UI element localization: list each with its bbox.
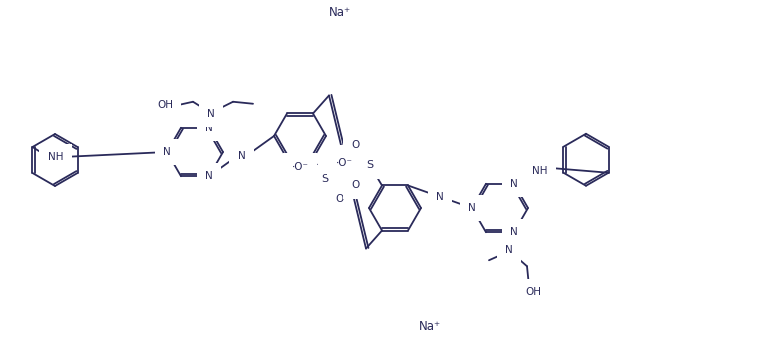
Text: S: S (321, 173, 328, 184)
Text: N: N (205, 123, 213, 133)
Text: OH: OH (525, 287, 541, 297)
Text: ⋅O⁻: ⋅O⁻ (335, 159, 352, 168)
Text: N: N (510, 227, 518, 237)
Text: OH: OH (157, 100, 173, 110)
Text: O: O (336, 194, 344, 203)
Text: N: N (436, 192, 444, 202)
Text: N: N (163, 147, 171, 157)
Text: NH: NH (532, 166, 548, 176)
Text: ⋅O⁻: ⋅O⁻ (291, 162, 308, 171)
Text: O: O (351, 180, 359, 191)
Text: N: N (207, 109, 215, 119)
Text: Na⁺: Na⁺ (329, 6, 351, 20)
Text: N: N (505, 245, 513, 255)
Text: NH: NH (48, 152, 63, 162)
Text: Na⁺: Na⁺ (419, 319, 441, 333)
Text: N: N (238, 151, 245, 161)
Text: O: O (351, 141, 359, 150)
Text: N: N (468, 203, 476, 213)
Text: O: O (336, 153, 344, 164)
Text: N: N (510, 179, 518, 189)
Text: N: N (205, 171, 213, 181)
Text: S: S (367, 161, 374, 170)
